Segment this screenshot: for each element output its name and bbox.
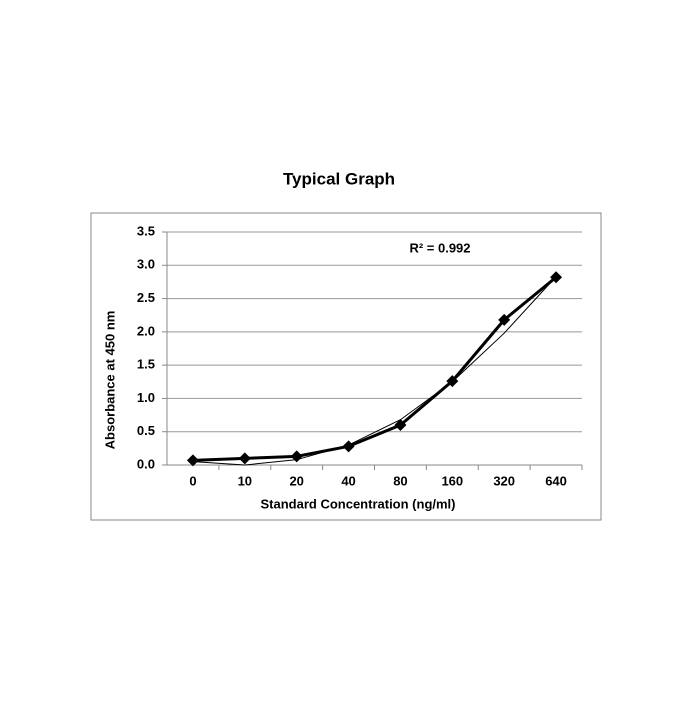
marker: [550, 271, 563, 284]
x-tick-label: 20: [289, 473, 303, 488]
x-tick-label: 160: [441, 473, 463, 488]
annotation: R² = 0.992: [409, 240, 470, 255]
marker: [342, 440, 355, 453]
marker: [238, 452, 251, 465]
x-axis-label: Standard Concentration (ng/ml): [261, 496, 456, 511]
trendline: [192, 276, 557, 466]
marker: [186, 454, 199, 467]
y-axis-label: Absorbance at 450 nm: [102, 311, 117, 450]
y-tick-label: 1.0: [137, 390, 155, 405]
marker: [446, 375, 459, 388]
marker: [498, 313, 511, 326]
x-tick-label: 0: [189, 473, 196, 488]
y-tick-label: 0.0: [137, 456, 155, 471]
y-tick-label: 3.0: [137, 257, 155, 272]
x-tick-label: 10: [238, 473, 252, 488]
y-tick-label: 1.5: [137, 357, 155, 372]
chart-frame: [90, 212, 602, 521]
y-tick-label: 2.0: [137, 323, 155, 338]
y-tick-label: 0.5: [137, 423, 155, 438]
x-tick-label: 40: [341, 473, 355, 488]
chart-title: Typical Graph: [283, 169, 395, 188]
marker: [394, 419, 407, 432]
x-tick-label: 320: [493, 473, 515, 488]
x-tick-label: 80: [393, 473, 407, 488]
y-tick-label: 2.5: [137, 290, 155, 305]
x-tick-label: 640: [545, 473, 567, 488]
marker: [290, 450, 303, 463]
data-line: [192, 276, 558, 462]
y-tick-label: 3.5: [137, 223, 155, 238]
